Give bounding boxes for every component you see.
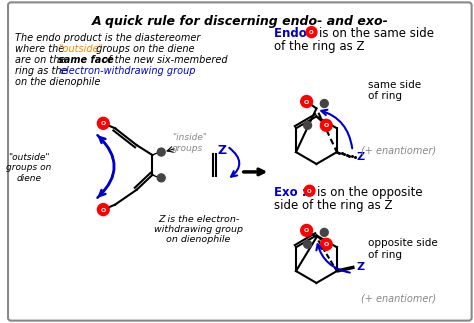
Text: Z: Z — [356, 262, 365, 272]
Text: are on the: are on the — [15, 55, 68, 65]
Text: O: O — [307, 189, 312, 194]
Circle shape — [301, 96, 312, 108]
Text: The endo product is the diastereomer: The endo product is the diastereomer — [15, 33, 200, 43]
Circle shape — [157, 174, 165, 182]
Text: O: O — [100, 121, 106, 126]
Text: is on the opposite: is on the opposite — [318, 186, 423, 199]
Text: Endo :: Endo : — [274, 27, 320, 40]
Circle shape — [320, 99, 328, 108]
Text: side of the ring as Z: side of the ring as Z — [274, 199, 392, 212]
Text: (+ enantiomer): (+ enantiomer) — [361, 294, 436, 304]
Text: of the ring as Z: of the ring as Z — [274, 40, 365, 53]
Circle shape — [304, 185, 315, 196]
Text: opposite side
of ring: opposite side of ring — [367, 238, 437, 260]
Text: O: O — [324, 242, 329, 247]
Text: groups on the diene: groups on the diene — [93, 44, 195, 54]
Text: electron-withdrawing group: electron-withdrawing group — [60, 66, 196, 76]
Text: (+ enantiomer): (+ enantiomer) — [361, 145, 436, 155]
Text: "outside"
groups on
diene: "outside" groups on diene — [6, 153, 51, 183]
Text: O: O — [309, 30, 314, 35]
Text: "inside"
groups: "inside" groups — [172, 133, 207, 153]
Text: Z is the electron-
withdrawing group
on dienophile: Z is the electron- withdrawing group on … — [154, 214, 243, 244]
Circle shape — [304, 240, 311, 248]
Text: O: O — [304, 228, 309, 234]
Text: ring as the: ring as the — [15, 66, 71, 76]
Text: of the new six-membered: of the new six-membered — [100, 55, 228, 65]
Circle shape — [304, 121, 311, 129]
Text: O: O — [324, 123, 329, 128]
Circle shape — [320, 120, 332, 131]
Circle shape — [320, 238, 332, 250]
Text: O: O — [100, 208, 106, 213]
FancyBboxPatch shape — [8, 2, 472, 321]
Text: where the: where the — [15, 44, 67, 54]
Text: Exo :: Exo : — [274, 186, 311, 199]
Text: "outside": "outside" — [58, 44, 103, 54]
Circle shape — [306, 27, 317, 37]
Text: on the dienophile: on the dienophile — [15, 77, 100, 87]
Circle shape — [301, 224, 312, 236]
Circle shape — [97, 203, 109, 215]
Text: Z: Z — [356, 152, 365, 162]
Text: same face: same face — [58, 55, 114, 65]
Text: Z: Z — [218, 144, 227, 157]
Text: is on the same side: is on the same side — [319, 27, 434, 40]
Circle shape — [320, 228, 328, 236]
Text: A quick rule for discerning endo- and exo-: A quick rule for discerning endo- and ex… — [91, 15, 388, 28]
Text: same side
of ring: same side of ring — [367, 80, 420, 101]
Text: O: O — [304, 99, 309, 105]
Circle shape — [97, 117, 109, 129]
Circle shape — [157, 148, 165, 156]
